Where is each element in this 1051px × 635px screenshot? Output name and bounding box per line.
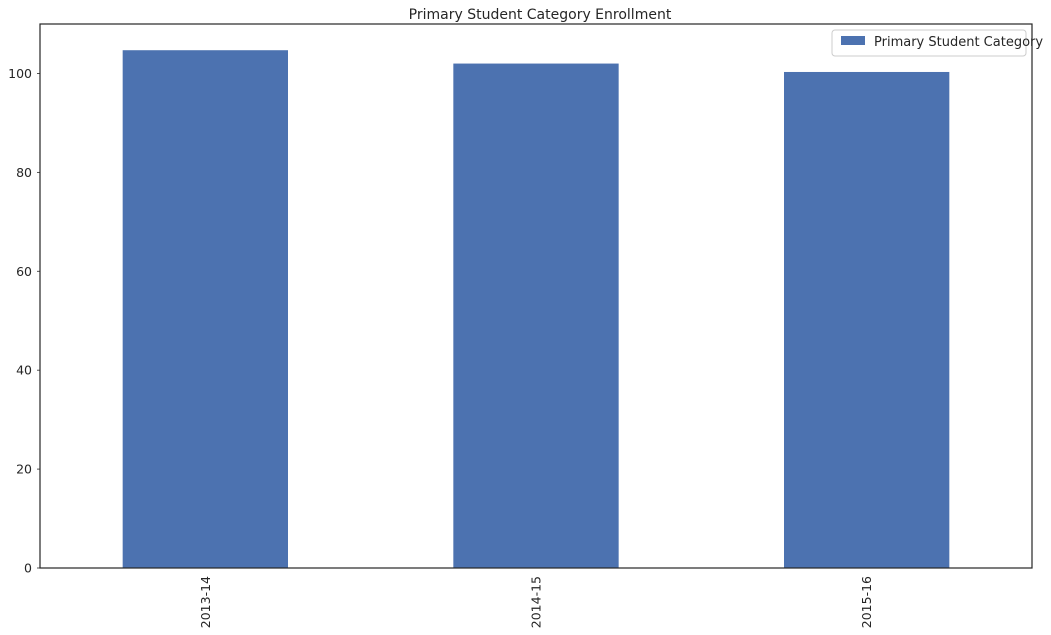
legend-swatch <box>841 36 865 45</box>
y-tick-label: 0 <box>24 561 32 576</box>
legend-box <box>831 29 1027 57</box>
y-tick-label: 80 <box>16 165 32 180</box>
y-tick-label: 100 <box>8 66 32 81</box>
bar-2013-14 <box>122 50 288 568</box>
x-tick-label: 2014-15 <box>529 576 544 628</box>
x-axis: 2013-14 2014-15 2015-16 <box>198 576 874 628</box>
bar-2015-16 <box>784 71 950 568</box>
y-tick-label: 40 <box>16 363 32 378</box>
plot-frame <box>39 23 1033 569</box>
legend-label: Primary Student Category <box>874 35 1043 50</box>
bar-2014-15 <box>453 63 619 569</box>
y-tick-label: 60 <box>16 264 32 279</box>
bars-group <box>122 50 950 569</box>
y-tick-label: 20 <box>16 462 32 477</box>
legend: Primary Student Category <box>831 29 1043 57</box>
chart-title: Primary Student Category Enrollment <box>409 7 672 23</box>
y-axis: 0 20 40 60 80 100 <box>8 66 40 576</box>
x-tick-label: 2013-14 <box>198 576 213 628</box>
x-tick-label: 2015-16 <box>859 576 874 628</box>
